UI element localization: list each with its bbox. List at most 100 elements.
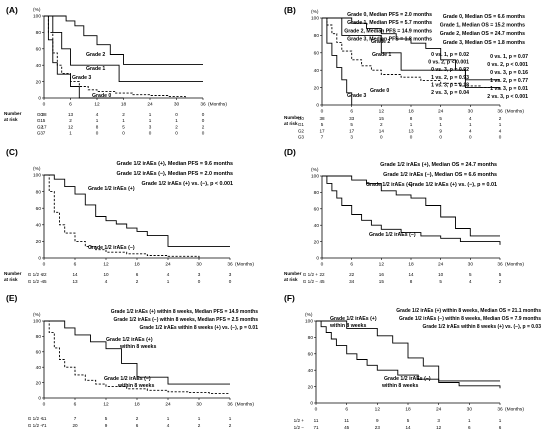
curve-label: Grade 1/2 irAEs (−) xyxy=(104,376,151,382)
y-tick-label: 0 xyxy=(316,103,319,109)
y-unit-label: (%) xyxy=(33,7,41,13)
risk-count: 2 xyxy=(202,124,205,129)
risk-group-label: G1 xyxy=(298,122,305,127)
risk-count: 5 xyxy=(321,122,324,127)
y-tick-label: 80 xyxy=(314,33,320,39)
x-tick-label: 6 xyxy=(345,407,348,413)
risk-count: 5 xyxy=(439,279,442,284)
risk-count: 22 xyxy=(41,272,47,277)
risk-count: 3 xyxy=(229,272,232,277)
risk-group-label: G3 xyxy=(37,131,44,136)
risk-count: 15 xyxy=(379,116,385,121)
risk-count: 5 xyxy=(407,418,410,423)
annotation: Grade 1/2 irAEs (+), Median OS = 24.7 mo… xyxy=(380,162,497,168)
risk-count: 1 xyxy=(149,118,152,123)
risk-count: 9 xyxy=(439,128,442,133)
x-tick-label: 30 xyxy=(196,402,202,408)
curve-label: Grade 2 xyxy=(86,52,105,58)
risk-group-label: G 1/2 + xyxy=(28,272,44,277)
risk-count: 38 xyxy=(41,112,47,117)
panel-label: (C) xyxy=(6,147,18,157)
y-tick-label: 0 xyxy=(38,396,41,402)
y-tick-label: 100 xyxy=(311,16,319,22)
risk-count: 2 xyxy=(499,279,502,284)
risk-group-label: G 1/2 − xyxy=(28,279,44,284)
risk-count: 0 xyxy=(149,131,152,136)
risk-count: 1 xyxy=(229,416,232,421)
risk-group-label: G 1/2 − xyxy=(303,279,319,284)
x-tick-label: 18 xyxy=(408,109,414,115)
curve-label: Grade 1 xyxy=(86,66,105,72)
risk-count: 1 xyxy=(96,118,99,123)
x-unit-label: (Months) xyxy=(505,262,524,268)
x-tick-label: 36 xyxy=(497,407,503,413)
risk-count: 71 xyxy=(313,425,319,430)
y-tick-label: 100 xyxy=(33,14,41,20)
annotation: Grade 1/2 irAEs (+) within 8 weeks, Medi… xyxy=(396,308,541,314)
risk-count: 1 xyxy=(122,118,125,123)
curve-label: Grade 1/2 irAEs (+) xyxy=(366,182,413,188)
risk-count: 10 xyxy=(438,272,444,277)
risk-count: 22 xyxy=(319,272,325,277)
y-tick-label: 20 xyxy=(308,384,314,390)
km-curve xyxy=(316,320,501,389)
y-tick-label: 40 xyxy=(36,365,42,371)
annotation: Grade 1/2 irAEs (+) within 8 weeks, Medi… xyxy=(111,309,258,315)
x-tick-label: 12 xyxy=(375,407,381,413)
risk-count: 2 xyxy=(198,423,201,428)
risk-group-label: G 1/2 + xyxy=(303,272,319,277)
pvalue: 2 vs. 3, p < 0.001 xyxy=(487,94,528,100)
pvalue: 1 vs. 2, p = 0.77 xyxy=(490,78,528,84)
annotation: Grade 1/2 irAEs (−), Median OS = 6.6 mon… xyxy=(383,172,497,178)
risk-count: 1 xyxy=(69,131,72,136)
y-tick-label: 80 xyxy=(36,334,42,340)
risk-count: 23 xyxy=(375,425,381,430)
risk-count: 17 xyxy=(41,124,47,129)
risk-count: 0 xyxy=(499,135,502,140)
risk-count: 2 xyxy=(499,116,502,121)
risk-count: 45 xyxy=(41,279,47,284)
risk-count: 0 xyxy=(96,131,99,136)
annotation: Grade 1/2 irAEs (−) within 8 weeks, Medi… xyxy=(114,317,259,323)
y-tick-label: 40 xyxy=(314,68,320,74)
risk-group-label: G0 xyxy=(37,112,44,117)
risk-header: at risk xyxy=(4,117,18,122)
risk-count: 14 xyxy=(408,272,414,277)
y-tick-label: 60 xyxy=(36,350,42,356)
y-tick-label: 60 xyxy=(36,206,42,212)
risk-count: 14 xyxy=(405,425,411,430)
x-unit-label: (Months) xyxy=(505,407,524,413)
risk-count: 0 xyxy=(202,131,205,136)
risk-count: 0 xyxy=(175,112,178,117)
risk-count: 4 xyxy=(469,116,472,121)
curve-label: within 8 weeks xyxy=(117,383,154,389)
km-curve xyxy=(44,15,203,83)
risk-count: 15 xyxy=(379,279,385,284)
x-tick-label: 30 xyxy=(467,407,473,413)
risk-count: 22 xyxy=(349,272,355,277)
risk-count: 8 xyxy=(410,279,413,284)
x-tick-label: 6 xyxy=(350,262,353,268)
x-tick-label: 36 xyxy=(227,262,233,268)
annotation: Grade 2, Median OS = 24.7 months xyxy=(440,31,525,37)
y-tick-label: 40 xyxy=(308,368,314,374)
x-tick-label: 24 xyxy=(165,402,171,408)
risk-count: 9 xyxy=(376,418,379,423)
x-tick-label: 18 xyxy=(134,402,140,408)
y-tick-label: 20 xyxy=(36,239,42,245)
risk-count: 17 xyxy=(349,128,355,133)
pvalue: 2 vs. 3, p = 0.04 xyxy=(431,90,469,96)
risk-count: 2 xyxy=(380,122,383,127)
risk-count: 0 xyxy=(410,135,413,140)
curve-label: within 8 weeks xyxy=(329,323,366,329)
risk-count: 4 xyxy=(105,279,108,284)
risk-count: 0 xyxy=(202,112,205,117)
risk-count: 8 xyxy=(96,124,99,129)
km-curve xyxy=(322,175,500,237)
y-unit-label: (%) xyxy=(311,9,319,15)
risk-count: 13 xyxy=(68,112,74,117)
risk-count: 33 xyxy=(349,116,355,121)
y-tick-label: 80 xyxy=(36,189,42,195)
km-curve xyxy=(44,320,230,385)
annotation: Grade 0, Median OS = 6.6 months xyxy=(443,14,525,20)
